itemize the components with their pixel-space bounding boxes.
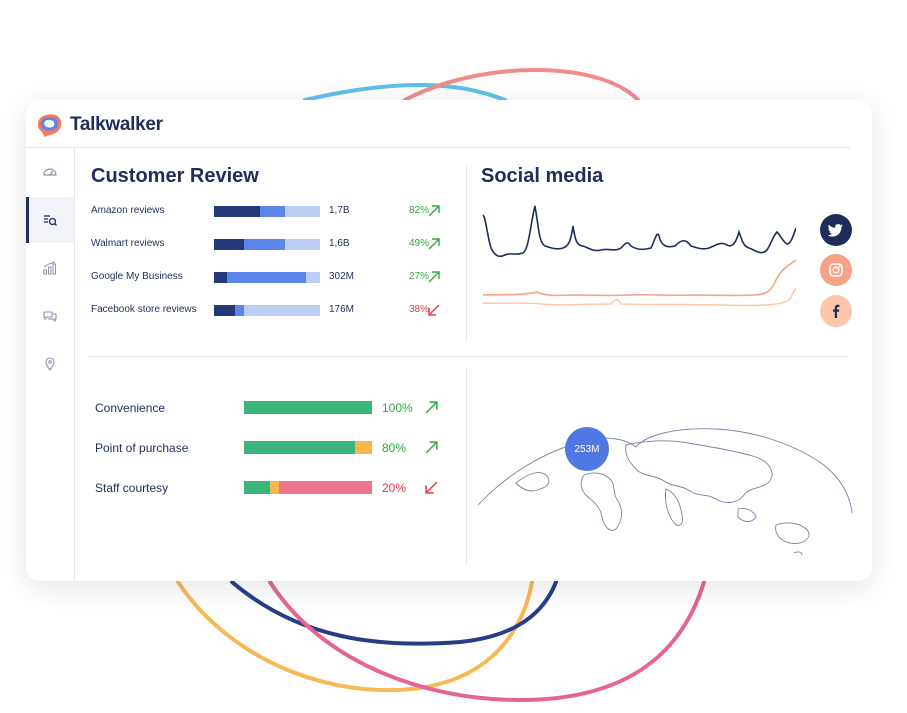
row-percentage: 100% (382, 401, 413, 415)
search-list-icon (44, 215, 57, 226)
sidebar-item-dashboard[interactable] (26, 149, 74, 195)
sidebar-item-locations[interactable] (26, 341, 74, 387)
bar-segment (244, 481, 270, 494)
map-bubble[interactable]: 253M (565, 427, 609, 471)
sidebar (26, 148, 75, 581)
bar-segment (259, 206, 286, 217)
instagram-trend-line (482, 259, 796, 297)
twitter-icon (828, 224, 843, 237)
row-value: 1,6B (329, 238, 350, 249)
customer-review-title: Customer Review (91, 165, 259, 187)
row-value: 302M (329, 271, 355, 282)
bar-segment (235, 305, 244, 316)
brand-name: Talkwalker (70, 114, 163, 135)
arrow-down-left-icon (428, 304, 440, 316)
bar-segment (243, 239, 285, 250)
social-media-title: Social media (481, 165, 604, 187)
row-label: Facebook store reviews (91, 304, 197, 315)
arrow-up-right-icon (428, 205, 440, 217)
row-percentage: 49% (408, 238, 429, 249)
bar-segment (214, 239, 244, 250)
bar-segment (269, 481, 279, 494)
instagram-button[interactable] (820, 254, 852, 286)
facebook-button[interactable] (820, 295, 852, 327)
row-label: Staff courtesy (95, 481, 169, 495)
bar-segment (285, 239, 320, 250)
arrow-up-right-icon (428, 238, 440, 250)
row-percentage: 20% (382, 481, 407, 495)
talkwalker-logo-icon (38, 114, 62, 137)
stacked-bar (244, 401, 372, 414)
chat-bubbles-icon (43, 311, 57, 323)
review-row[interactable]: Facebook store reviews 176M 38% (91, 303, 451, 319)
metric-row[interactable]: Point of purchase 80% (95, 439, 455, 457)
row-label: Point of purchase (95, 441, 189, 455)
location-pin-icon (45, 357, 55, 371)
review-row[interactable]: Amazon reviews 1,7B 82% (91, 204, 451, 220)
facebook-trend-line (482, 287, 796, 307)
stacked-bar (214, 272, 320, 283)
stacked-bar (214, 239, 320, 250)
stacked-bar (214, 305, 320, 316)
arrow-up-right-icon (425, 401, 438, 414)
arrow-up-right-icon (428, 271, 440, 283)
row-percentage: 82% (408, 205, 429, 216)
horizontal-divider (88, 356, 848, 357)
metric-row[interactable]: Staff courtesy 20% (95, 479, 455, 497)
arrow-up-right-icon (425, 441, 438, 454)
stacked-bar (244, 441, 372, 454)
row-label: Walmart reviews (91, 238, 165, 249)
bar-segment (244, 441, 356, 454)
dashboard-card: Talkwalker Customer Review Amazon review… (26, 100, 872, 581)
vertical-divider-bottom (466, 369, 467, 564)
twitter-trend-line (482, 205, 796, 258)
bar-segment (214, 305, 236, 316)
row-label: Convenience (95, 401, 166, 415)
social-media-trend-chart (482, 205, 796, 307)
bar-segment (243, 305, 320, 316)
bar-segment (285, 206, 320, 217)
stacked-bar (214, 206, 320, 217)
bar-segment (278, 481, 372, 494)
sidebar-item-analytics[interactable] (26, 245, 74, 291)
row-percentage: 80% (382, 441, 407, 455)
row-label: Amazon reviews (91, 205, 165, 216)
bar-segment (355, 441, 372, 454)
bar-segment (226, 272, 307, 283)
row-value: 176M (329, 304, 355, 315)
twitter-button[interactable] (820, 214, 852, 246)
header-divider (26, 147, 850, 148)
review-row[interactable]: Google My Business 302M 27% (91, 270, 451, 286)
world-map (477, 428, 853, 555)
bar-segment (214, 272, 227, 283)
sidebar-item-reviews[interactable] (26, 197, 74, 243)
sidebar-item-conversations[interactable] (26, 293, 74, 339)
bar-segment (244, 401, 372, 414)
row-percentage: 38% (408, 304, 429, 315)
bar-chart-icon (43, 261, 56, 275)
row-percentage: 27% (408, 271, 429, 282)
review-row[interactable]: Walmart reviews 1,6B 49% (91, 237, 451, 253)
instagram-icon (829, 263, 843, 277)
speedometer-icon (43, 168, 57, 176)
bar-segment (214, 206, 260, 217)
vertical-divider-top (466, 166, 467, 342)
row-value: 1,7B (329, 205, 350, 216)
facebook-icon (833, 304, 840, 318)
stacked-bar (244, 481, 372, 494)
bar-segment (306, 272, 320, 283)
row-label: Google My Business (91, 271, 183, 282)
arrow-down-left-icon (425, 481, 438, 494)
brand: Talkwalker (34, 110, 163, 140)
metric-row[interactable]: Convenience 100% (95, 399, 455, 417)
